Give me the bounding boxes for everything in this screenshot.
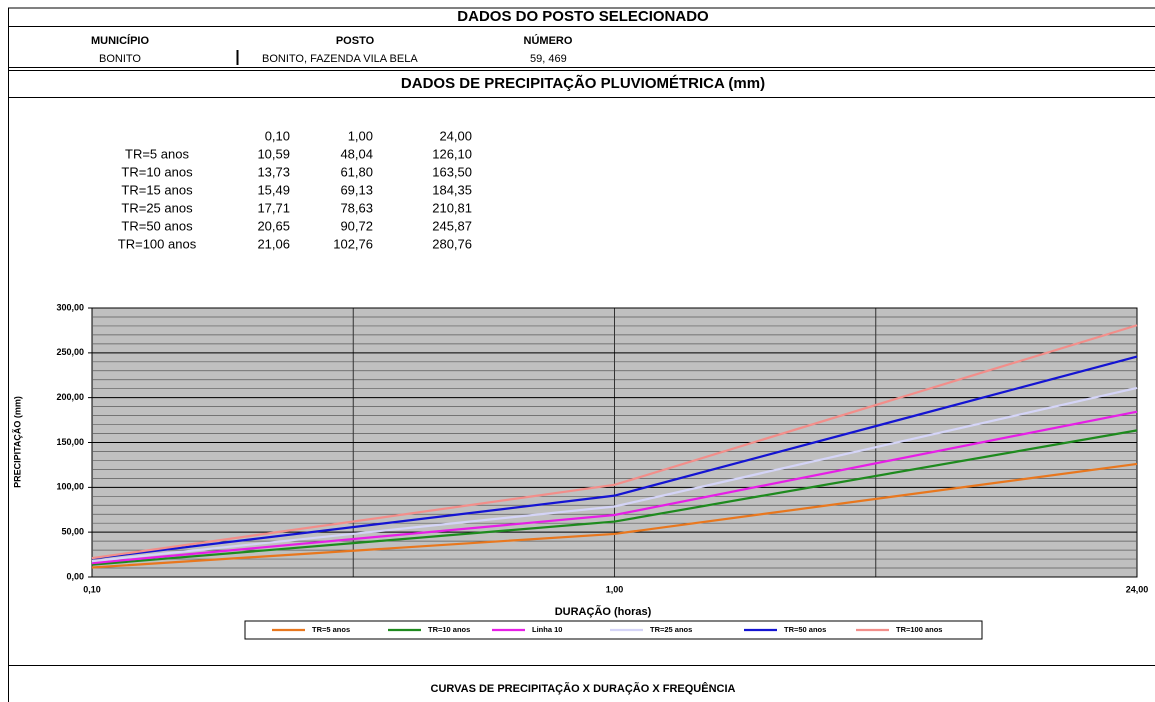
- table-cell: 163,50: [432, 164, 472, 179]
- row-label: TR=50 anos: [121, 218, 193, 233]
- y-tick-label: 0,00: [66, 571, 84, 581]
- table-cell: 15,49: [257, 182, 290, 197]
- table-cell: 48,04: [340, 146, 373, 161]
- y-tick-label: 250,00: [56, 347, 84, 357]
- table-header: 1,00: [348, 128, 373, 143]
- row-label: TR=100 anos: [118, 236, 197, 251]
- row-label: TR=15 anos: [121, 182, 193, 197]
- x-axis-title: DURAÇÃO (horas): [555, 605, 652, 618]
- legend-label: TR=10 anos: [428, 625, 470, 634]
- legend-label: TR=50 anos: [784, 625, 826, 634]
- y-axis-title: PRECIPITAÇÃO (mm): [12, 396, 22, 488]
- x-tick-label: 1,00: [606, 584, 624, 594]
- frame: [8, 7, 1155, 702]
- section-title: DADOS DE PRECIPITAÇÃO PLUVIOMÉTRICA (mm): [401, 74, 765, 92]
- table-cell: 280,76: [432, 236, 472, 251]
- y-tick-label: 150,00: [56, 437, 84, 447]
- table-cell: 69,13: [340, 182, 373, 197]
- row-label: TR=5 anos: [125, 146, 189, 161]
- legend-label: Linha 10: [532, 625, 562, 634]
- field-value: 59, 469: [530, 53, 567, 65]
- x-tick-label: 0,10: [83, 584, 101, 594]
- header-title: DADOS DO POSTO SELECIONADO: [457, 8, 709, 25]
- table-cell: 78,63: [340, 200, 373, 215]
- legend-label: TR=5 anos: [312, 625, 350, 634]
- field-value: BONITO, FAZENDA VILA BELA: [262, 53, 418, 65]
- series-line: [91, 355, 1138, 560]
- table-cell: 13,73: [257, 164, 290, 179]
- table-cell: 210,81: [432, 200, 472, 215]
- table-cell: 245,87: [432, 218, 472, 233]
- table-cell: 126,10: [432, 146, 472, 161]
- series-line: [91, 410, 1138, 565]
- table-header: 24,00: [439, 128, 472, 143]
- table-cell: 10,59: [257, 146, 290, 161]
- table-header: 0,10: [265, 128, 290, 143]
- y-tick-label: 50,00: [61, 527, 84, 537]
- legend-label: TR=100 anos: [896, 625, 942, 634]
- field-label: NÚMERO: [524, 34, 573, 47]
- row-label: TR=10 anos: [121, 164, 193, 179]
- field-label: POSTO: [336, 35, 375, 47]
- table-cell: 61,80: [340, 164, 373, 179]
- table-cell: 102,76: [333, 236, 373, 251]
- table-cell: 21,06: [257, 236, 290, 251]
- legend-label: TR=25 anos: [650, 625, 692, 634]
- field-label: MUNICÍPIO: [91, 34, 150, 47]
- row-label: TR=25 anos: [121, 200, 193, 215]
- table-cell: 184,35: [432, 182, 472, 197]
- y-tick-label: 100,00: [56, 482, 84, 492]
- y-tick-label: 200,00: [56, 392, 84, 402]
- series-line: [91, 462, 1138, 569]
- table-cell: 17,71: [257, 200, 290, 215]
- series-line: [91, 386, 1138, 563]
- y-tick-label: 300,00: [56, 302, 84, 312]
- field-value: BONITO: [99, 53, 141, 65]
- series-line: [91, 324, 1138, 560]
- footer-title: CURVAS DE PRECIPITAÇÃO X DURAÇÃO X FREQU…: [431, 682, 736, 695]
- table-cell: 20,65: [257, 218, 290, 233]
- table-cell: 90,72: [340, 218, 373, 233]
- series-line: [91, 429, 1138, 566]
- x-tick-label: 24,00: [1126, 584, 1149, 594]
